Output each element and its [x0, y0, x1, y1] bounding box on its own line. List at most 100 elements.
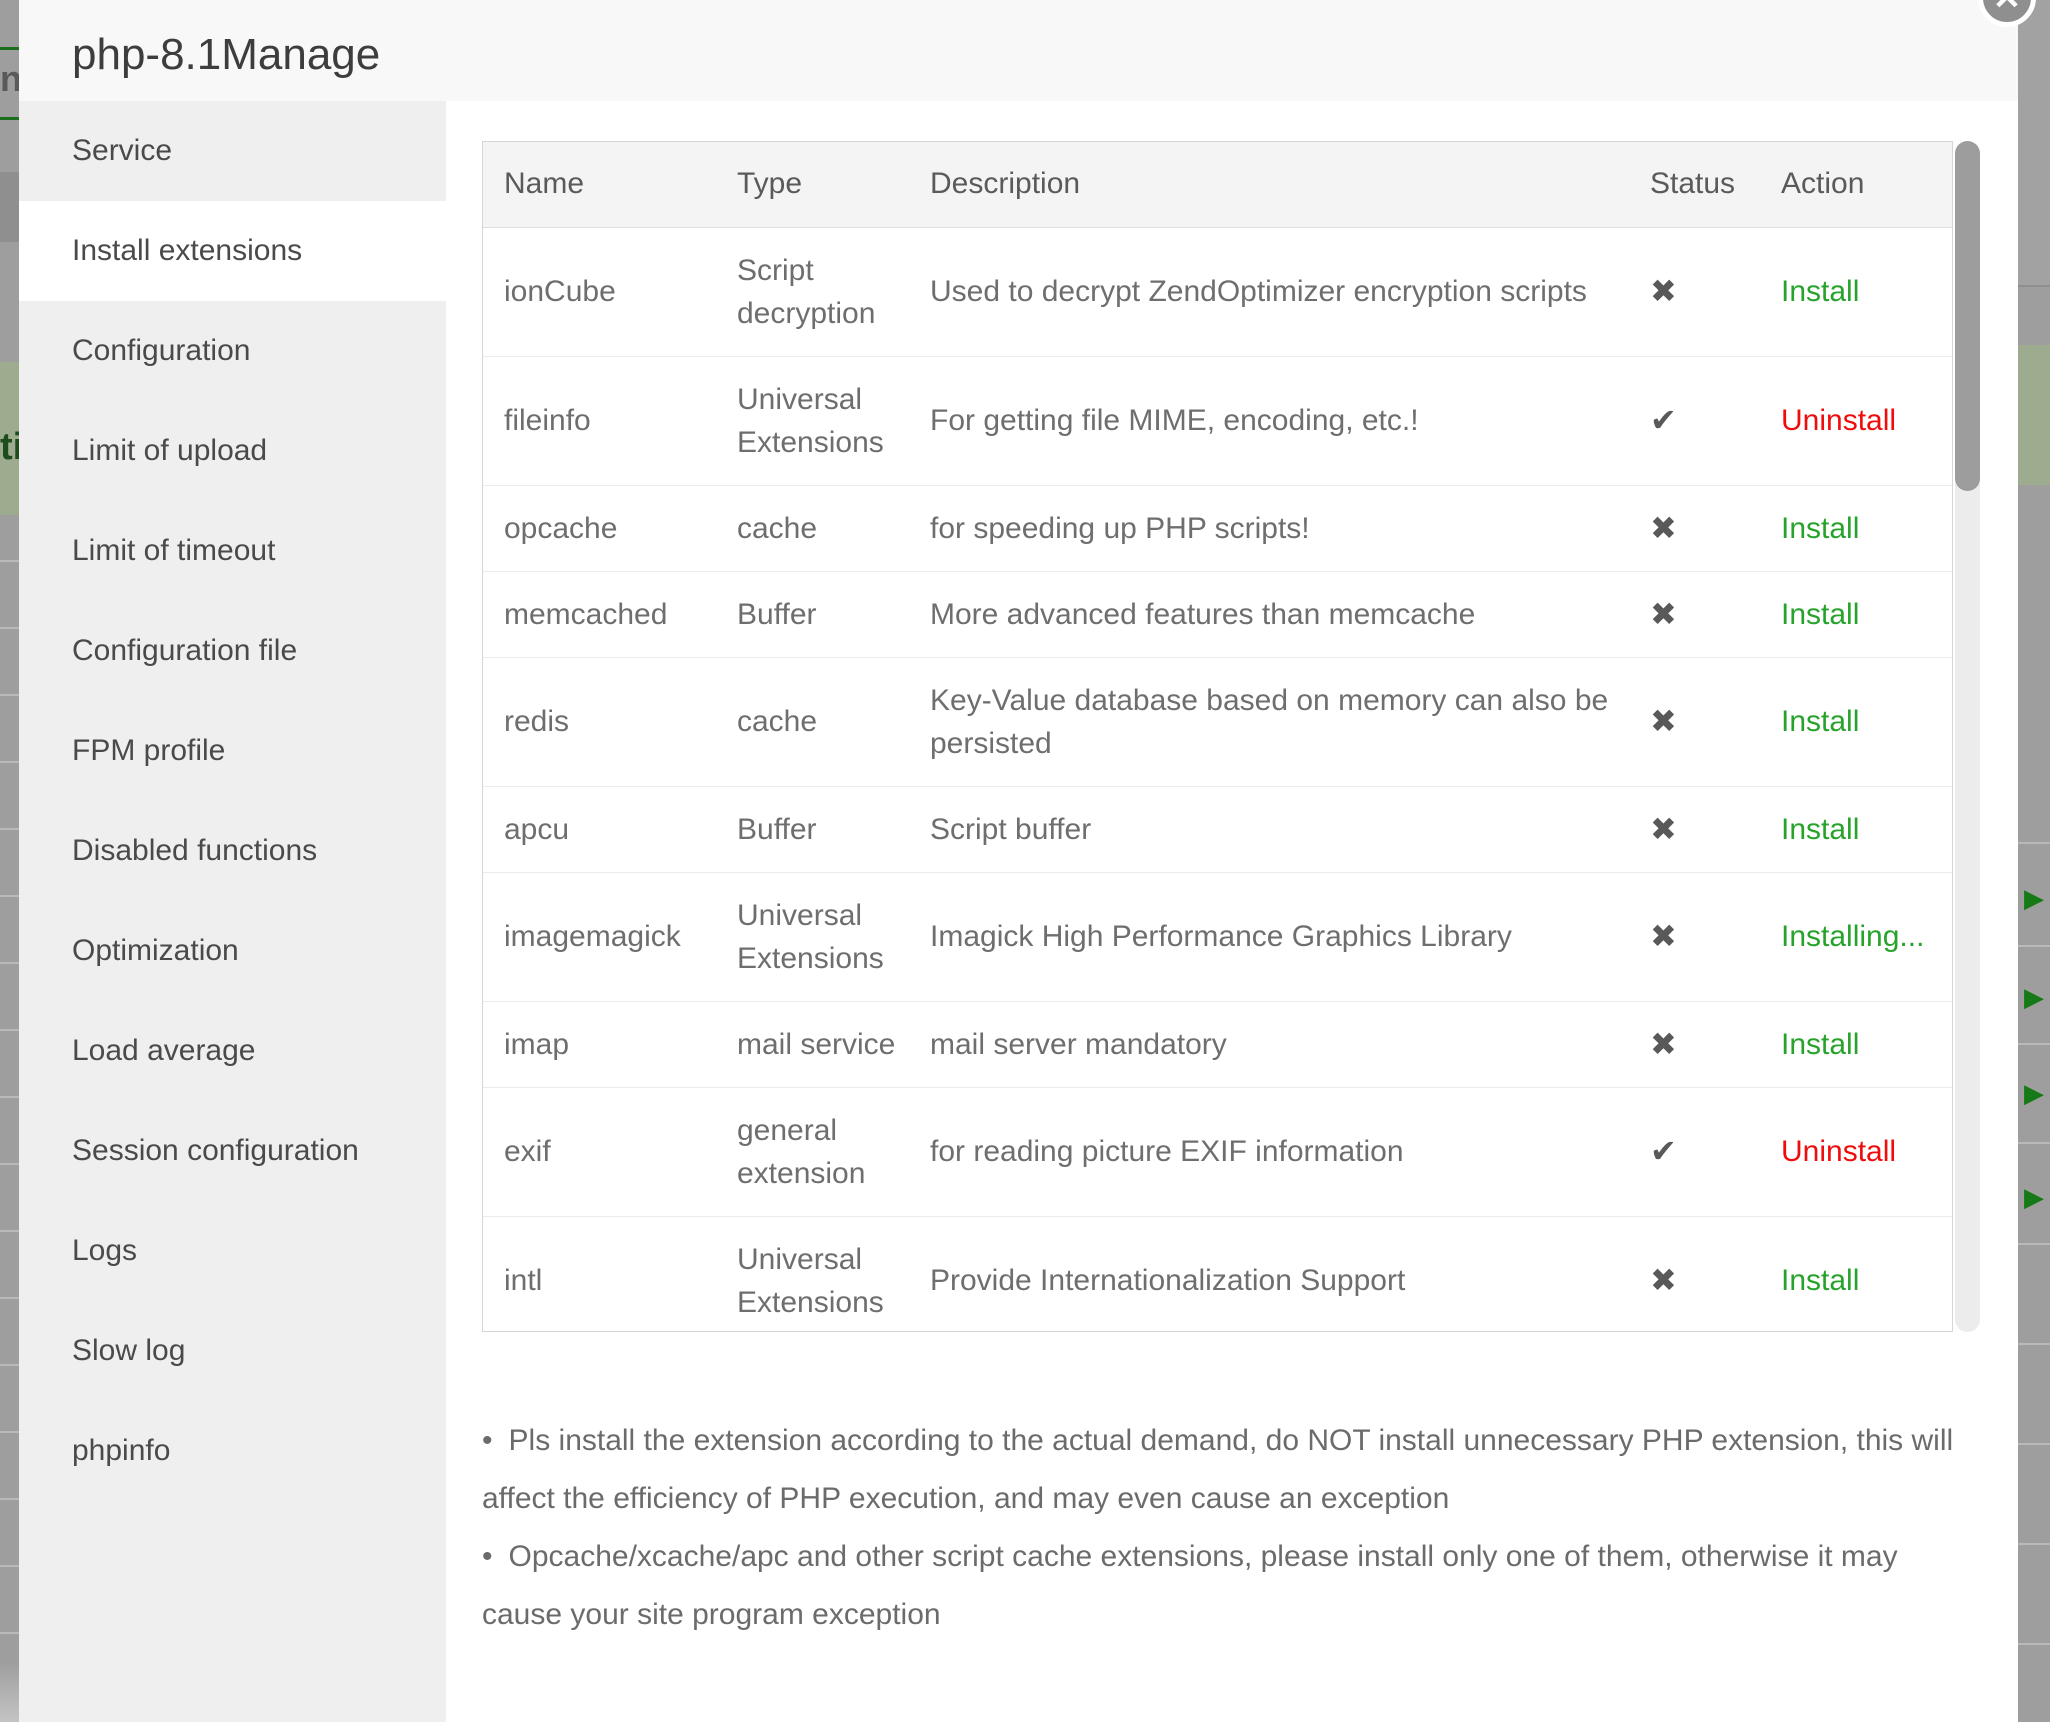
table-scrollbar-thumb[interactable]: [1955, 141, 1980, 491]
extension-description: Key-Value database based on memory can a…: [909, 657, 1629, 787]
background-divider: [2018, 1543, 2050, 1545]
extension-action-cell: Install: [1760, 657, 1952, 787]
extension-type: Universal Extensions: [716, 356, 909, 486]
extension-status: ✖: [1629, 1216, 1760, 1331]
extension-type: cache: [716, 485, 909, 572]
install-link[interactable]: Install: [1781, 275, 1860, 308]
sidebar-item-limit-of-timeout[interactable]: Limit of timeout: [72, 534, 276, 567]
install-link[interactable]: Install: [1781, 597, 1860, 631]
sidebar-item-optimization[interactable]: Optimization: [72, 934, 239, 967]
extension-description: Script buffer: [909, 786, 1629, 873]
sidebar-item-logs[interactable]: Logs: [72, 1234, 138, 1267]
background-divider: [0, 1096, 19, 1098]
extension-status: ✖: [1629, 227, 1760, 357]
extension-type: Universal Extensions: [716, 1216, 909, 1331]
extension-description: Provide Internationalization Support: [909, 1216, 1629, 1331]
table-header-row: Name Type Description Status Action: [483, 142, 1952, 228]
sidebar-item-phpinfo[interactable]: phpinfo: [72, 1434, 171, 1467]
background-divider: [0, 1163, 19, 1165]
extension-description: for reading picture EXIF information: [909, 1087, 1629, 1217]
table-scrollbar-track: [1955, 141, 1980, 1332]
background-green-block: ti: [0, 362, 19, 515]
extension-action-cell: Install: [1760, 1216, 1952, 1331]
sidebar: Service Install extensions Configuration Li…: [19, 101, 446, 1722]
sidebar-item-limit-of-upload[interactable]: Limit of upload: [72, 434, 268, 467]
sidebar-item-install-extensions[interactable]: Install extensions: [19, 201, 446, 301]
background-divider: [0, 47, 19, 50]
extension-name: imap: [483, 1001, 716, 1088]
background-green-text-fragment: ti: [0, 426, 19, 468]
x-icon: ✖: [1650, 509, 1677, 546]
uninstall-link[interactable]: Uninstall: [1781, 404, 1897, 437]
extension-name: redis: [483, 657, 716, 787]
uninstall-link[interactable]: Uninstall: [1781, 1135, 1897, 1168]
background-divider: [2018, 1043, 2050, 1045]
extension-type: Script decryption: [716, 227, 909, 357]
extension-status: ✖: [1629, 1001, 1760, 1088]
install-link[interactable]: Install: [1781, 705, 1860, 738]
x-icon: ✖: [1650, 810, 1677, 847]
background-block: [0, 1662, 19, 1722]
extension-status: ✖: [1629, 571, 1760, 658]
background-divider: [0, 1565, 19, 1567]
extension-description: More advanced features than memcache: [909, 571, 1629, 658]
column-header-name: Name: [483, 142, 716, 228]
notes-section: • Pls install the extension according to …: [482, 1412, 1972, 1644]
sidebar-item-session-configuration[interactable]: Session configuration: [72, 1134, 359, 1167]
background-divider: [0, 1364, 19, 1366]
x-icon: ✖: [1650, 918, 1677, 954]
table-row-ioncube: ionCube Script decryption Used to decrypt …: [483, 227, 1952, 357]
extension-name: ionCube: [483, 227, 716, 357]
table-row-imap: imap mail service mail server mandatory ✖ In…: [483, 1001, 1952, 1088]
extension-description: mail server mandatory: [909, 1001, 1629, 1088]
install-link[interactable]: Install: [1781, 1264, 1860, 1297]
sidebar-item-slow-log[interactable]: Slow log: [72, 1334, 186, 1367]
extensions-table-container: Name Type Description Status Action ionCube S…: [482, 141, 1953, 1332]
sidebar-item-disabled-functions[interactable]: Disabled functions: [72, 834, 318, 867]
extension-status: ✖: [1629, 485, 1760, 572]
table-row-exif: exif general extension for reading picture…: [483, 1087, 1952, 1217]
background-divider: [2018, 285, 2050, 287]
note-item: • Pls install the extension according to …: [482, 1412, 1972, 1528]
background-divider: [0, 1498, 19, 1500]
background-text-fragment: n: [0, 58, 19, 99]
php-manage-modal: php-8.1Manage ✕ Service Install extension…: [19, 0, 2036, 1722]
install-link[interactable]: Install: [1781, 511, 1860, 545]
extension-action-cell: Uninstall: [1760, 356, 1952, 486]
background-divider: [0, 761, 19, 763]
extension-description: Used to decrypt ZendOptimizer encryption…: [909, 227, 1629, 357]
extension-description: Imagick High Performance Graphics Librar…: [909, 872, 1629, 1002]
install-link[interactable]: Install: [1781, 812, 1860, 846]
background-divider: [0, 1431, 19, 1433]
column-header-action: Action: [1760, 142, 1952, 228]
sidebar-item-load-average[interactable]: Load average: [72, 1034, 256, 1067]
play-icon: ▶: [2024, 982, 2044, 1012]
sidebar-item-fpm-profile[interactable]: FPM profile: [72, 734, 226, 767]
extension-type: Buffer: [716, 571, 909, 658]
column-header-description: Description: [909, 142, 1629, 228]
extension-action-cell: Uninstall: [1760, 1087, 1952, 1217]
table-row-fileinfo: fileinfo Universal Extensions For getting …: [483, 356, 1952, 486]
background-divider: [2018, 1443, 2050, 1445]
modal-title: php-8.1Manage: [72, 30, 381, 79]
background-block: [2018, 0, 2050, 285]
sidebar-item-service[interactable]: Service: [72, 134, 173, 167]
extension-name: apcu: [483, 786, 716, 873]
table-row-intl: intl Universal Extensions Provide Internat…: [483, 1216, 1952, 1331]
installing-link[interactable]: Installing...: [1781, 920, 1925, 953]
sidebar-item-configuration-file[interactable]: Configuration file: [72, 634, 298, 667]
background-block: [0, 172, 19, 242]
play-icon: ▶: [2024, 1182, 2044, 1212]
background-divider: [0, 694, 19, 696]
install-link[interactable]: Install: [1781, 1027, 1860, 1061]
modal-header: php-8.1Manage: [19, 0, 2018, 101]
extension-type: general extension: [716, 1087, 909, 1217]
column-header-status: Status: [1629, 142, 1760, 228]
background-divider: [0, 828, 19, 830]
table-row-redis: redis cache Key-Value database based on me…: [483, 657, 1952, 787]
extension-action-cell: Install: [1760, 1001, 1952, 1088]
sidebar-item-configuration[interactable]: Configuration: [72, 334, 251, 367]
check-icon: ✔: [1650, 1133, 1677, 1169]
extensions-table: Name Type Description Status Action ionCube S…: [483, 142, 1952, 1331]
background-divider: [2018, 1343, 2050, 1345]
